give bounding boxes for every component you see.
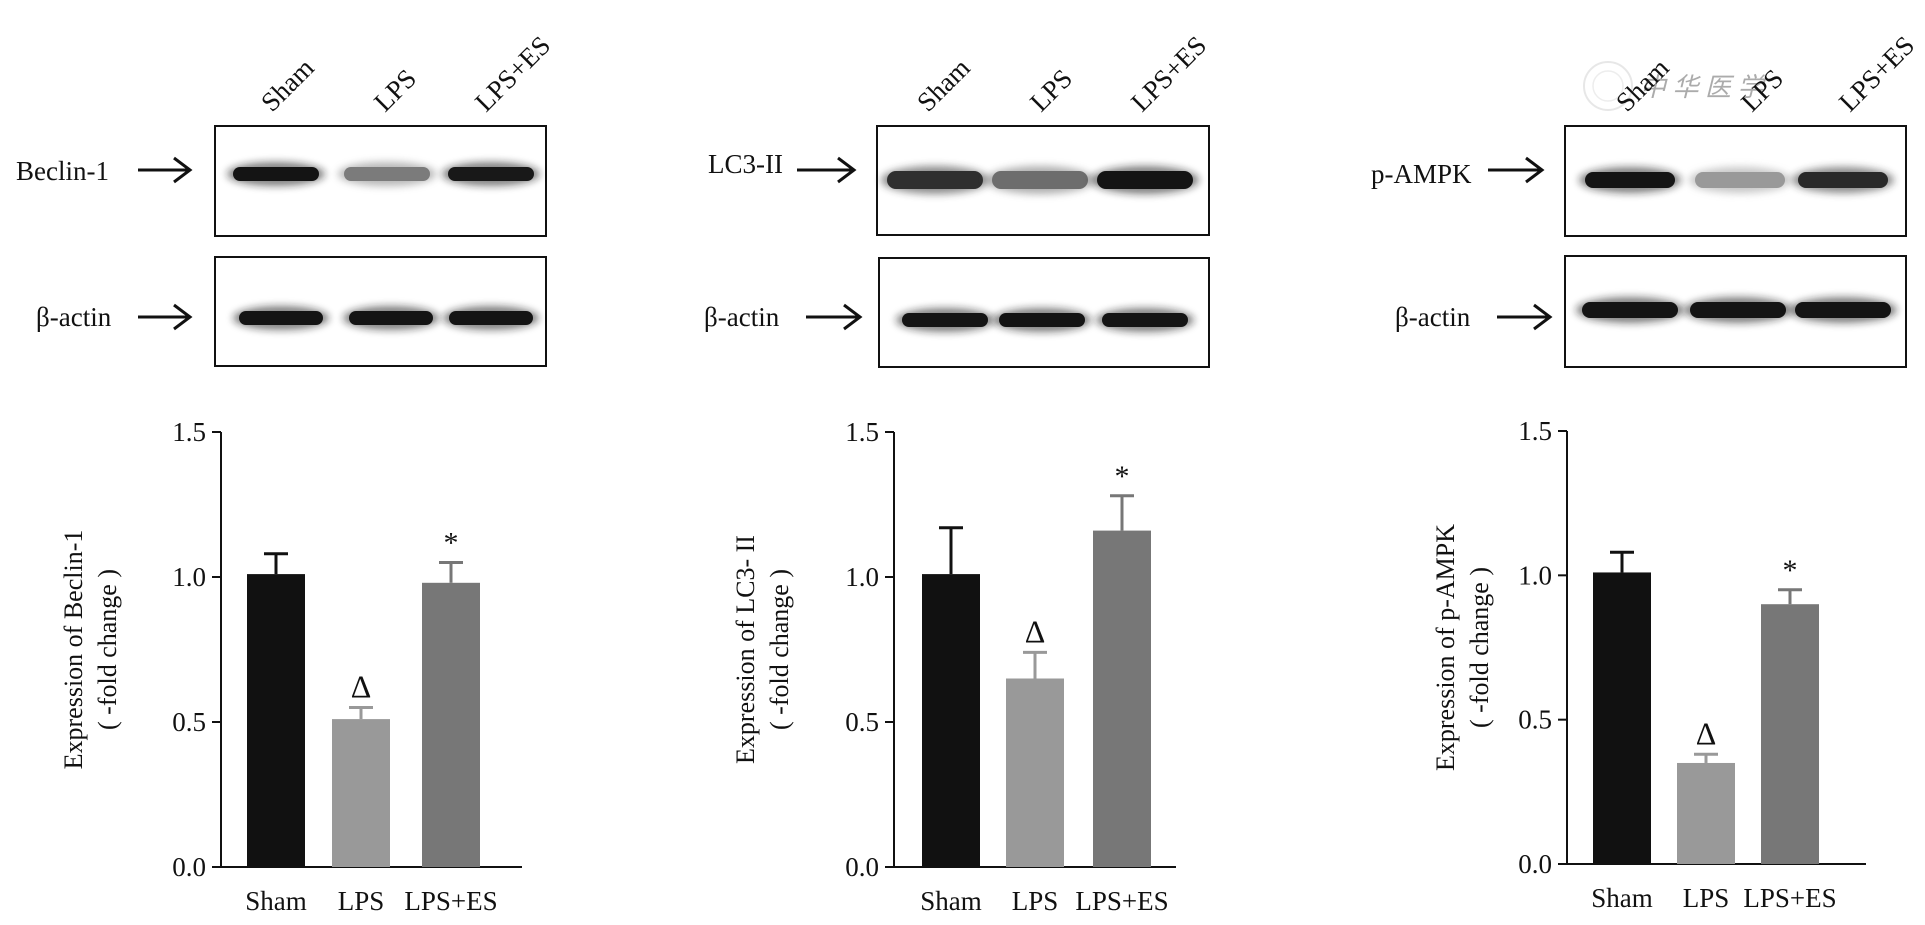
loading-control-label: β-actin — [704, 302, 780, 332]
band-core — [902, 313, 988, 327]
significance-mark: Δ — [1025, 613, 1046, 649]
bar-chart: 0.0 0.5 1.0 1.5 Expression of LC3- II( -fold… — [731, 417, 1176, 916]
x-tick-label: LPS — [338, 886, 385, 916]
lane-label: Sham — [255, 53, 320, 118]
x-tick-label: Sham — [1591, 883, 1653, 913]
arrow-right-icon — [806, 303, 863, 331]
lane-label: LPS — [368, 63, 422, 117]
loading-control-label: β-actin — [36, 302, 112, 332]
watermark-seal: 中 华 医 学 — [1583, 61, 1767, 111]
y-tick-label: 0.0 — [845, 852, 879, 882]
x-tick-label: LPS — [1012, 886, 1059, 916]
y-tick-label: 1.5 — [1518, 416, 1552, 446]
band-core — [1798, 172, 1888, 188]
y-axis-subtitle: ( -fold change ) — [93, 569, 122, 730]
y-axis-subtitle: ( -fold change ) — [1465, 567, 1494, 728]
blot-beclin1: Sham LPS LPS+ES Beclin-1 β-actin — [16, 30, 556, 367]
lane-label: LPS — [1024, 63, 1078, 117]
bar-chart: 0.0 0.5 1.0 1.5 Expression of p-AMPK( -fold … — [1431, 416, 1866, 913]
arrow-right-icon — [1488, 156, 1545, 184]
y-tick-label: 0.0 — [172, 852, 206, 882]
x-tick-label: Sham — [920, 886, 982, 916]
band-core — [344, 167, 430, 181]
lane-label: LPS+ES — [469, 30, 556, 117]
y-tick-label: 1.5 — [845, 417, 879, 447]
panel-lc3ii: Sham LPS LPS+ES LC3-II β-actin 0.0 0.5 1.0… — [704, 30, 1212, 916]
y-tick-label: 0.5 — [845, 707, 879, 737]
band-core — [1795, 302, 1891, 318]
band-core — [1102, 313, 1188, 327]
band-core — [999, 313, 1085, 327]
band-core — [1582, 302, 1678, 318]
band-core — [239, 311, 323, 325]
lane-label: Sham — [911, 53, 976, 118]
significance-mark: Δ — [1696, 715, 1717, 751]
y-axis-subtitle: ( -fold change ) — [765, 569, 794, 730]
target-protein-label: p-AMPK — [1371, 159, 1472, 189]
y-tick-label: 0.5 — [172, 707, 206, 737]
significance-mark: * — [444, 527, 459, 560]
y-tick-label: 0.0 — [1518, 849, 1552, 879]
significance-mark: Δ — [351, 669, 372, 705]
blot-lc3ii: Sham LPS LPS+ES LC3-II β-actin — [704, 30, 1212, 368]
bar — [1761, 604, 1819, 864]
band-core — [1097, 171, 1193, 189]
bar — [247, 574, 305, 867]
arrow-right-icon — [138, 303, 193, 331]
band-core — [1690, 302, 1786, 318]
band-core — [233, 167, 319, 181]
y-tick-label: 0.5 — [1518, 705, 1552, 735]
blot-pampk: 中 华 医 学 Sham LPS LPS+ES p-AMPK β-actin — [1371, 30, 1920, 368]
significance-mark: * — [1115, 460, 1130, 493]
bar — [1593, 572, 1651, 864]
bar — [1677, 762, 1735, 864]
bar — [332, 719, 390, 867]
lane-label: LPS+ES — [1833, 30, 1920, 117]
band-core — [1585, 172, 1675, 188]
target-protein-label: LC3-II — [708, 149, 783, 179]
y-tick-label: 1.0 — [172, 562, 206, 592]
target-protein-label: Beclin-1 — [16, 156, 109, 186]
panel-pampk: 中 华 医 学 Sham LPS LPS+ES p-AMPK β-actin 0… — [1371, 30, 1920, 913]
lane-label: LPS+ES — [1125, 30, 1212, 117]
panel-beclin1: Sham LPS LPS+ES Beclin-1 β-actin 0.0 0.5 1… — [16, 30, 556, 916]
loading-control-label: β-actin — [1395, 302, 1471, 332]
lane-label: LPS — [1735, 63, 1789, 117]
y-tick-label: 1.5 — [172, 417, 206, 447]
y-axis-title: Expression of Beclin-1 — [59, 530, 88, 770]
band-core — [1695, 172, 1785, 188]
x-tick-label: LPS+ES — [1075, 886, 1168, 916]
band-core — [887, 171, 983, 189]
y-axis-title: Expression of p-AMPK — [1431, 524, 1460, 771]
bar-chart: 0.0 0.5 1.0 1.5 Expression of Beclin-1( -fol… — [59, 417, 522, 916]
y-axis-title: Expression of LC3- II — [731, 535, 760, 764]
bar — [922, 574, 980, 867]
x-tick-label: LPS+ES — [1743, 883, 1836, 913]
arrow-right-icon — [797, 156, 857, 184]
y-tick-label: 1.0 — [1518, 560, 1552, 590]
x-tick-label: LPS+ES — [404, 886, 497, 916]
arrow-right-icon — [138, 156, 193, 184]
bar — [1006, 678, 1064, 867]
bar — [1093, 530, 1151, 867]
x-tick-label: LPS — [1683, 883, 1730, 913]
band-core — [448, 167, 534, 181]
bar — [422, 582, 480, 867]
x-tick-label: Sham — [245, 886, 307, 916]
y-tick-label: 1.0 — [845, 562, 879, 592]
svg-text:中 华 医 学: 中 华 医 学 — [1640, 73, 1767, 102]
band-core — [992, 171, 1088, 189]
significance-mark: * — [1783, 554, 1798, 587]
band-core — [349, 311, 433, 325]
band-core — [449, 311, 533, 325]
arrow-right-icon — [1497, 303, 1553, 331]
